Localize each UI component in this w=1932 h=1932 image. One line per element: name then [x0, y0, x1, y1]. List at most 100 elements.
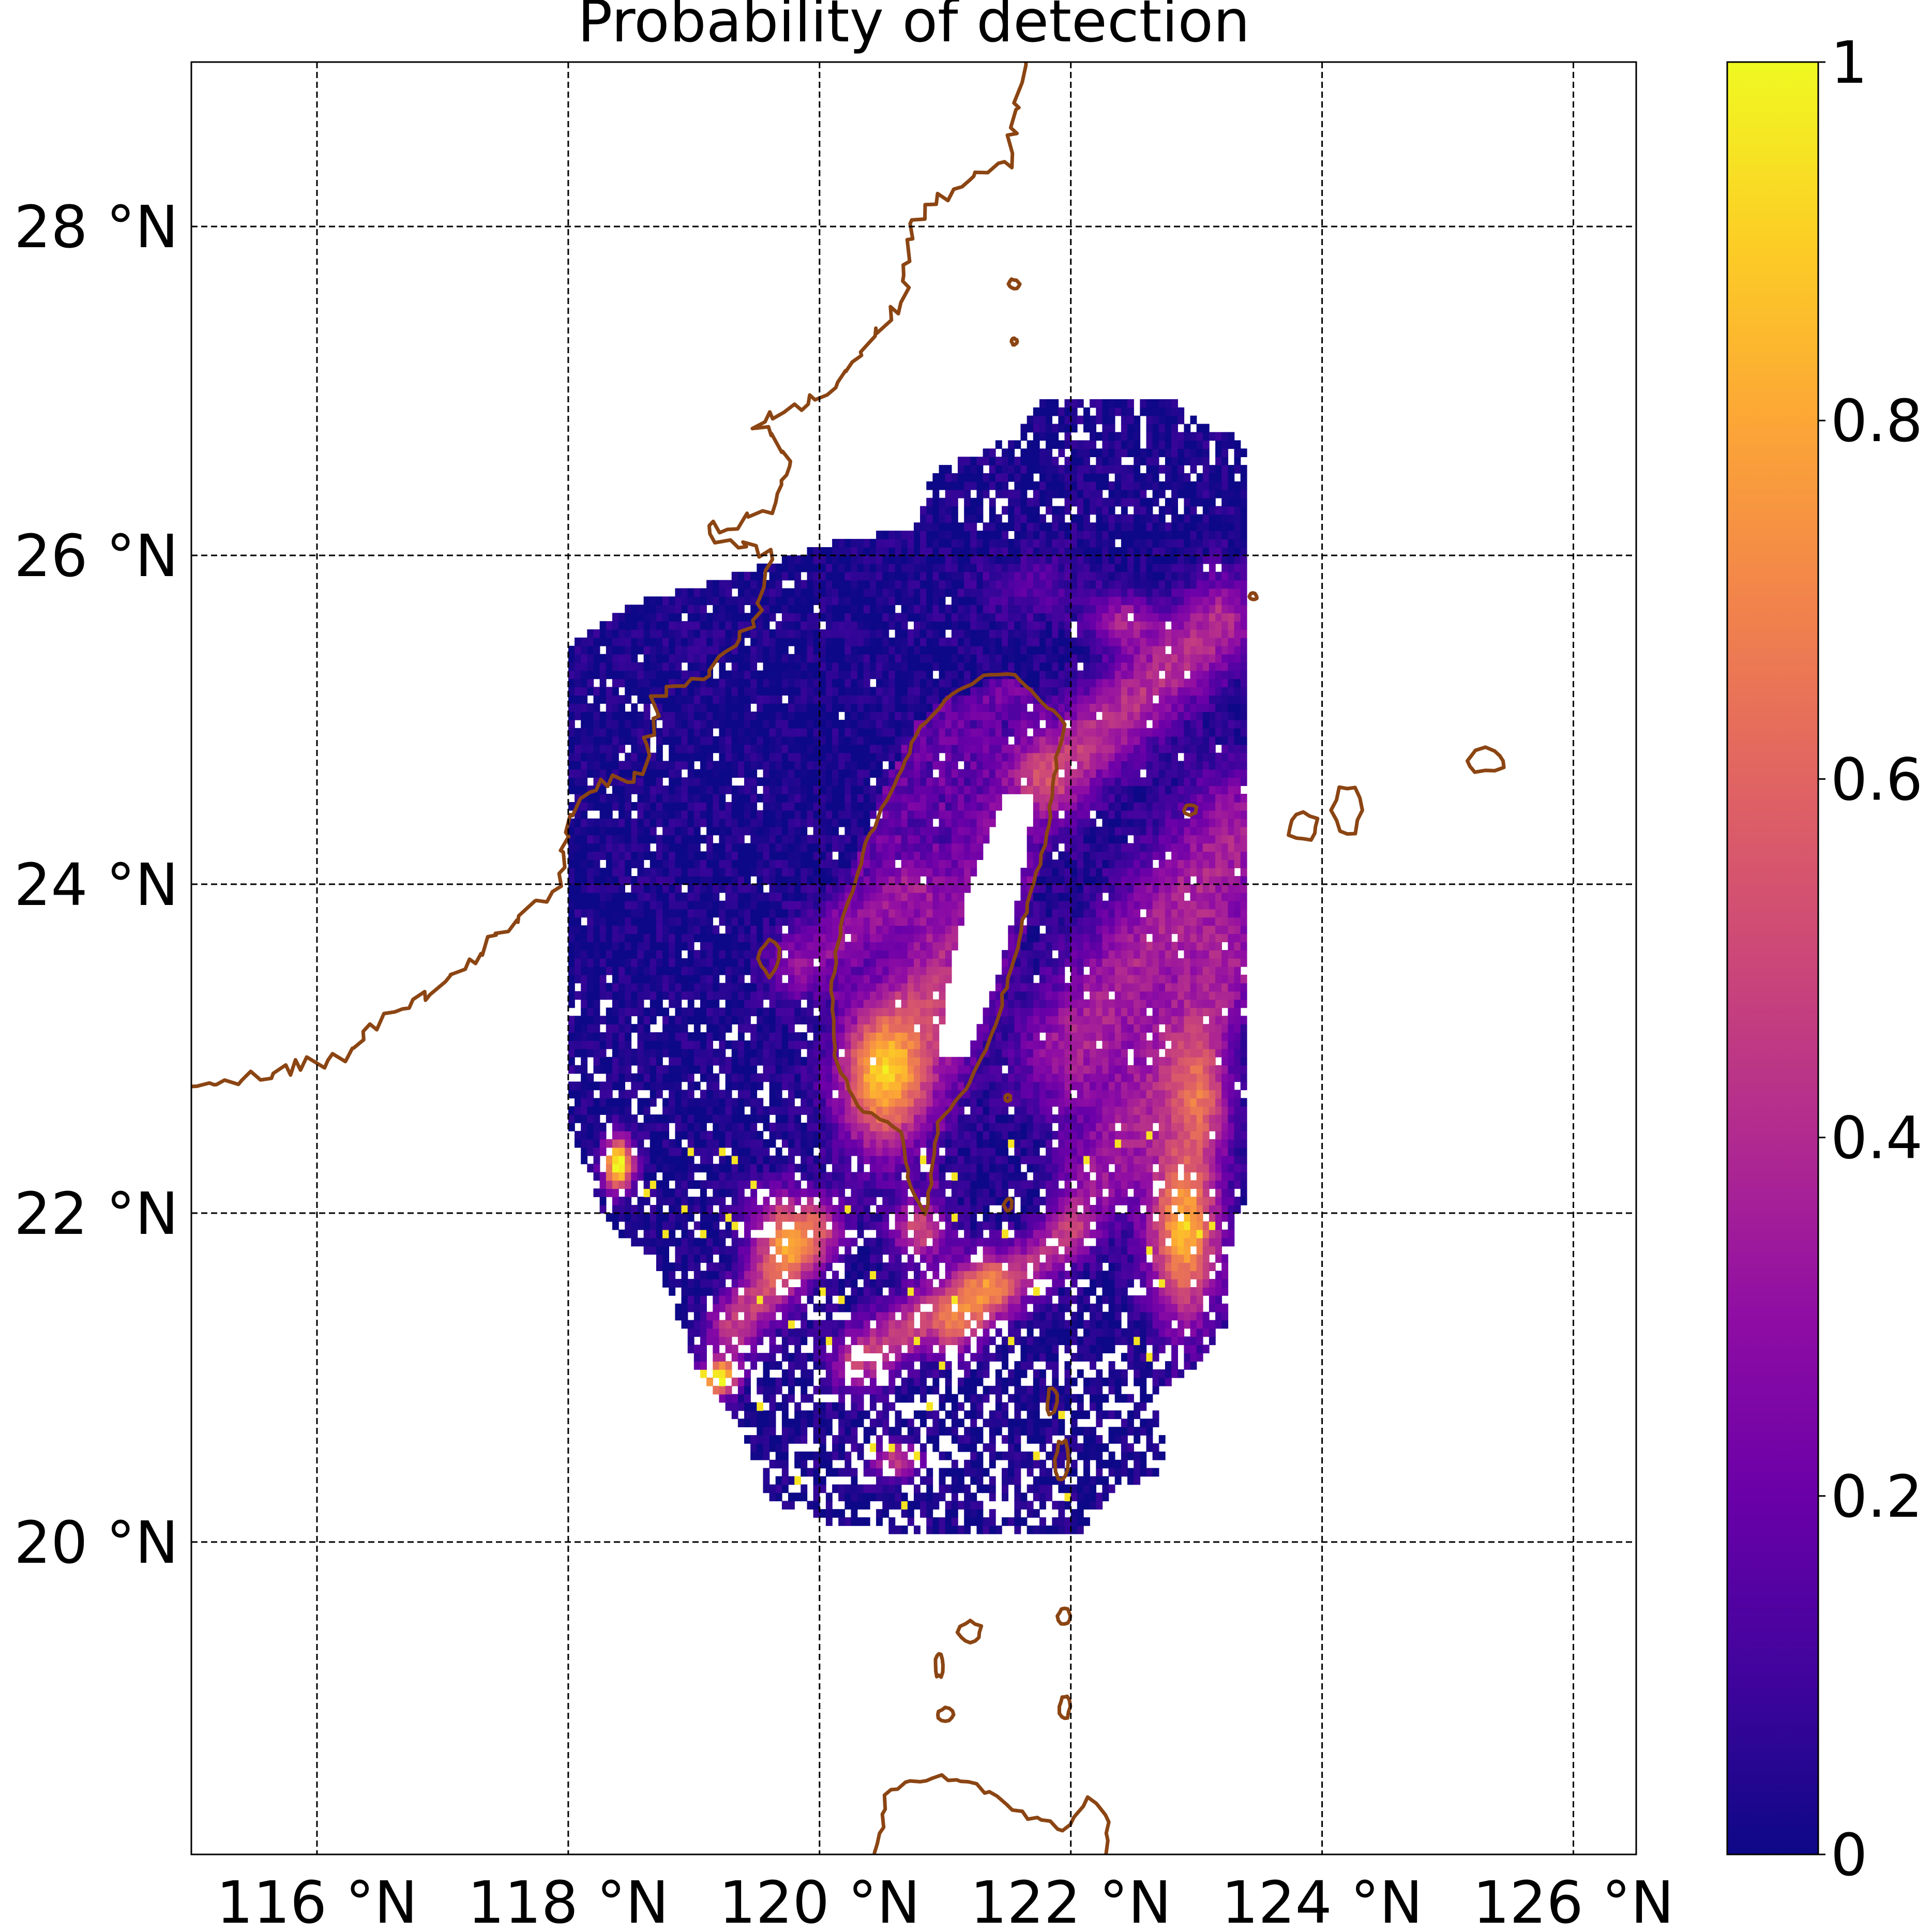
heatmap-cell	[807, 637, 814, 646]
heatmap-cell	[725, 1090, 732, 1099]
heatmap-cell	[587, 876, 594, 885]
heatmap-cell	[575, 884, 581, 893]
heatmap-cell	[794, 1427, 802, 1436]
heatmap-cell	[781, 1451, 789, 1460]
heatmap-cell	[876, 1287, 883, 1296]
heatmap-cell	[625, 1172, 632, 1181]
heatmap-cell	[568, 1024, 575, 1033]
heatmap-cell	[819, 1418, 826, 1427]
heatmap-cell	[870, 1172, 877, 1181]
heatmap-cell	[568, 761, 575, 770]
heatmap-cell	[851, 1443, 858, 1452]
heatmap-cell	[907, 1353, 914, 1362]
heatmap-cell	[895, 654, 902, 663]
heatmap-cell	[863, 1007, 870, 1017]
heatmap-cell	[813, 1073, 820, 1082]
heatmap-cell	[807, 966, 814, 975]
heatmap-cell	[581, 1007, 588, 1017]
heatmap-cell	[669, 1106, 676, 1115]
heatmap-cell	[895, 1172, 902, 1181]
heatmap-cell	[744, 1394, 751, 1403]
heatmap-cell	[599, 1032, 607, 1041]
heatmap-cell	[863, 539, 870, 548]
heatmap-cell	[737, 1394, 745, 1403]
heatmap-cell	[687, 588, 695, 597]
heatmap-cell	[844, 1237, 852, 1247]
heatmap-cell	[750, 1056, 758, 1066]
heatmap-cell	[750, 1205, 758, 1214]
heatmap-cell	[794, 1377, 802, 1386]
heatmap-cell	[876, 1476, 883, 1485]
heatmap-cell	[870, 629, 877, 638]
heatmap-cell	[857, 1032, 864, 1041]
heatmap-cell	[901, 786, 908, 794]
heatmap-cell	[706, 851, 713, 860]
heatmap-cell	[763, 1418, 770, 1427]
heatmap-cell	[769, 1098, 776, 1107]
heatmap-cell	[863, 1237, 870, 1247]
heatmap-cell	[662, 900, 669, 910]
heatmap-cell	[851, 999, 858, 1008]
heatmap-cell	[819, 1130, 826, 1140]
heatmap-cell	[763, 876, 770, 885]
heatmap-cell	[819, 1451, 826, 1460]
heatmap-cell	[825, 1361, 833, 1370]
heatmap-cell	[807, 892, 814, 901]
heatmap-cell	[907, 868, 914, 877]
heatmap-cell	[838, 1353, 846, 1362]
heatmap-cell	[731, 1123, 738, 1131]
heatmap-cell	[813, 1213, 820, 1222]
heatmap-cell	[656, 1090, 663, 1099]
heatmap-cell	[901, 719, 908, 729]
heatmap-cell	[857, 1197, 864, 1205]
heatmap-cell	[637, 1123, 644, 1131]
heatmap-cell	[700, 1287, 707, 1296]
heatmap-cell	[788, 925, 795, 934]
heatmap-cell	[731, 719, 738, 729]
heatmap-cell	[693, 1065, 701, 1074]
heatmap-cell	[775, 670, 782, 680]
heatmap-cell	[907, 1328, 914, 1337]
heatmap-cell	[857, 1155, 864, 1165]
heatmap-cell	[769, 571, 776, 581]
heatmap-cell	[750, 1271, 758, 1279]
heatmap-cell	[844, 645, 852, 655]
heatmap-cell	[832, 826, 839, 836]
heatmap-cell	[901, 1279, 908, 1288]
heatmap-cell	[781, 810, 789, 819]
heatmap-cell	[901, 974, 908, 984]
heatmap-cell	[763, 1377, 770, 1386]
heatmap-cell	[901, 1320, 908, 1329]
heatmap-cell	[895, 1254, 902, 1263]
heatmap-cell	[781, 654, 789, 663]
heatmap-cell	[643, 1164, 651, 1173]
heatmap-cell	[907, 777, 914, 786]
heatmap-cell	[901, 1394, 908, 1403]
heatmap-cell	[876, 1418, 883, 1427]
heatmap-cell	[895, 1229, 902, 1239]
heatmap-cell	[851, 719, 858, 729]
heatmap-cell	[882, 769, 889, 778]
heatmap-cell	[857, 719, 864, 729]
heatmap-cell	[844, 555, 852, 564]
heatmap-cell	[669, 605, 676, 613]
heatmap-cell	[700, 794, 707, 803]
heatmap-cell	[687, 999, 695, 1008]
heatmap-cell	[838, 1056, 846, 1066]
heatmap-cell	[618, 999, 625, 1008]
heatmap-cell	[876, 1081, 883, 1091]
heatmap-cell	[725, 1065, 732, 1074]
heatmap-cell	[637, 695, 644, 704]
heatmap-cell	[769, 1484, 776, 1493]
heatmap-cell	[825, 1213, 833, 1222]
heatmap-cell	[706, 621, 713, 630]
heatmap-cell	[643, 777, 651, 786]
heatmap-cell	[844, 596, 852, 606]
heatmap-cell	[781, 1328, 789, 1337]
heatmap-cell	[737, 876, 745, 885]
heatmap-cell	[882, 1032, 889, 1041]
heatmap-cell	[813, 1476, 820, 1485]
heatmap-cell	[662, 1229, 669, 1239]
heatmap-cell	[719, 678, 726, 688]
heatmap-cell	[757, 909, 764, 918]
